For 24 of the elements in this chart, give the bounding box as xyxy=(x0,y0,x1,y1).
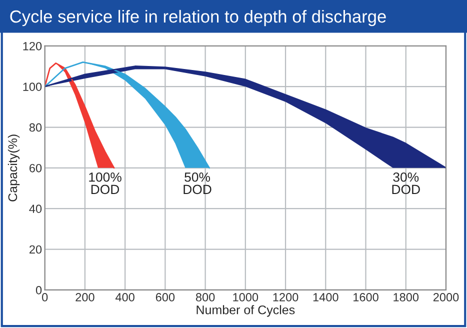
annotation: 100% DOD xyxy=(89,172,122,194)
chart-title: Cycle service life in relation to depth of discharge xyxy=(10,10,386,26)
y-tick-label: 20 xyxy=(30,245,42,254)
x-tick-label: 0 xyxy=(42,293,48,302)
y-tick-label: 80 xyxy=(29,123,42,132)
x-tick-label: 800 xyxy=(196,293,215,302)
y-tick-label: 40 xyxy=(29,204,42,213)
x-tick-label: 1800 xyxy=(394,293,419,302)
y-tick-label: 0 xyxy=(36,286,42,294)
x-tick-label: 2000 xyxy=(433,293,459,302)
annotation: 30% DOD xyxy=(392,172,420,194)
annotation: 50% DOD xyxy=(184,172,212,194)
y-axis-title: Capacity(%) xyxy=(8,134,20,202)
x-tick-label: 400 xyxy=(115,293,134,302)
y-tick-label: 60 xyxy=(30,164,42,172)
y-tick-label: 100 xyxy=(23,82,42,91)
x-tick-label: 1200 xyxy=(273,293,298,302)
x-axis-title: Number of Cycles xyxy=(196,305,295,317)
x-tick-label: 200 xyxy=(76,293,94,302)
x-tick-label: 1000 xyxy=(233,293,258,302)
x-tick-label: 1600 xyxy=(354,293,378,302)
x-tick-label: 600 xyxy=(156,293,175,302)
y-tick-label: 120 xyxy=(23,42,42,50)
x-tick-label: 1400 xyxy=(313,293,338,302)
